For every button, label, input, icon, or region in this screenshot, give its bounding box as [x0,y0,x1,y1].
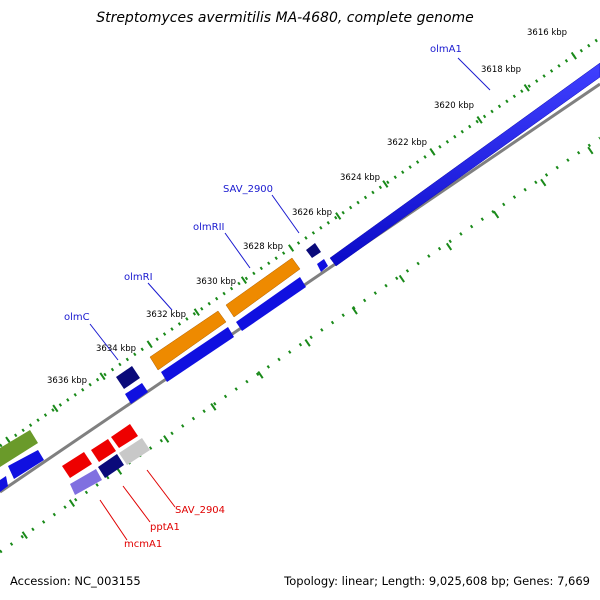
gene-red-arrow-3[interactable] [111,424,138,448]
tick-label: 3636 kbp [47,376,87,386]
gene-olmRII-arrow[interactable] [225,257,301,318]
gene-label-olmRI: olmRI [124,272,153,283]
tick-label: 3618 kbp [481,65,521,75]
major-tick [210,403,217,411]
gene-label-mcmA1: mcmA1 [124,539,162,550]
major-tick [398,274,405,283]
outer-tick-track [0,36,600,448]
gene-blue-arrow-4[interactable] [125,383,148,404]
major-tick [257,371,264,379]
major-tick [146,340,153,349]
major-tick [351,306,358,315]
gene-mcmA1-arrow[interactable] [70,469,102,495]
major-tick [523,83,530,92]
label-leaders-red [99,469,176,541]
major-tick [193,308,200,317]
tick-label: 3624 kbp [340,173,380,183]
gene-label-sav2900: SAV_2900 [223,184,273,195]
gene-pptA1-arrow[interactable] [91,439,116,462]
gene-blue-small-arrow[interactable] [317,259,328,272]
major-tick [288,244,295,252]
gene-olmA1-arrow[interactable] [329,62,600,267]
major-tick [163,435,170,443]
major-tick [540,178,547,187]
tick-label: 3616 kbp [527,28,567,38]
gene-label-sav2904: SAV_2904 [175,505,225,516]
tick-label: 3634 kbp [96,344,136,354]
tick-label: 3622 kbp [387,138,427,148]
gene-red-arrow-1[interactable] [62,452,92,478]
gene-label-olmA1: olmA1 [430,44,462,55]
major-tick [493,210,500,219]
major-tick [382,180,389,188]
gene-sav2904-arrow[interactable] [119,438,150,465]
gene-label-pptA1: pptA1 [150,522,180,533]
gene-green-arrow[interactable] [0,430,38,467]
genome-summary-text: Topology: linear; Length: 9,025,608 bp; … [284,574,590,588]
gene-sav2900-arrow[interactable] [306,243,321,258]
tick-label: 3626 kbp [292,208,332,218]
gene-label-olmRII: olmRII [193,222,224,233]
major-tick [99,372,106,381]
major-tick [429,148,436,156]
inner-tick-track [0,136,600,554]
major-tick [445,242,453,251]
gene-blue-arrow-5[interactable] [0,450,44,492]
gene-olmC-arrow[interactable] [116,366,140,389]
gene-blue-arrow-2[interactable] [236,277,306,331]
major-tick [587,146,594,155]
gene-olmRI-arrow[interactable] [149,310,227,371]
major-tick [335,212,342,220]
gene-blue-arrow-3[interactable] [161,327,234,382]
major-tick [21,531,28,540]
map-title: Streptomyces avermitilis MA-4680, comple… [96,10,474,26]
major-tick [570,51,577,60]
major-tick-marks [5,51,594,540]
major-tick [240,276,248,284]
gene-label-olmC: olmC [64,312,90,323]
major-tick [68,499,76,507]
tick-label: 3630 kbp [196,277,236,287]
major-tick [52,404,59,413]
label-leaders-blue [89,57,491,361]
tick-label: 3632 kbp [146,310,186,320]
major-tick [476,115,483,124]
major-tick [304,338,311,347]
tick-label: 3620 kbp [434,101,474,111]
accession-text: Accession: NC_003155 [10,574,141,588]
gene-navy-arrow-2[interactable] [98,454,124,478]
tick-label: 3628 kbp [243,242,283,252]
